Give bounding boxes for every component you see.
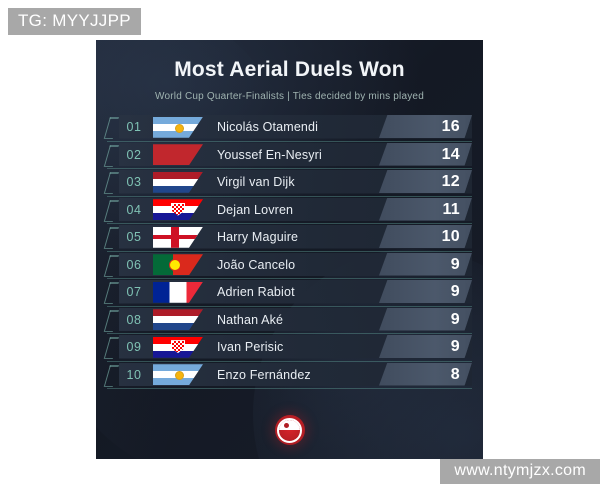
value-panel (379, 362, 472, 386)
flag-netherlands-icon (153, 171, 203, 193)
value-panel (379, 225, 472, 248)
rank-number: 07 (126, 285, 142, 300)
player-name: Ivan Perisic (217, 340, 284, 355)
rank-number: 10 (126, 367, 142, 382)
rank-number: 01 (126, 120, 142, 135)
flag-argentina-icon (153, 364, 203, 386)
value-panel (379, 142, 472, 166)
table-row[interactable]: 07 Adrien Rabiot 9 (103, 279, 472, 307)
table-row[interactable]: 08 Nathan Aké 9 (103, 307, 472, 334)
rank-number: 06 (126, 257, 142, 272)
page-subtitle: World Cup Quarter-Finalists | Ties decid… (155, 91, 424, 102)
player-name: Adrien Rabiot (217, 285, 295, 300)
duels-won-value: 9 (450, 283, 460, 300)
player-name: Dejan Lovren (217, 202, 294, 217)
croatia-crest-icon (171, 202, 185, 216)
value-panel (379, 115, 472, 138)
duels-won-value: 11 (442, 200, 460, 218)
flag-argentina-icon (153, 116, 203, 138)
player-name: Youssef En-Nesyri (217, 147, 322, 162)
value-panel (379, 280, 472, 303)
player-name: Nathan Aké (217, 312, 284, 327)
table-row[interactable]: 10 Enzo Fernández 8 (103, 362, 472, 389)
yin-yang-icon (277, 417, 302, 443)
duels-won-value: 10 (441, 228, 460, 245)
value-panel (379, 335, 472, 358)
table-row[interactable]: 06 João Cancelo 9 (103, 252, 472, 279)
telegram-watermark: TG: MYYJJPP (8, 8, 141, 35)
site-watermark: www.ntymjzx.com (440, 459, 600, 484)
duels-won-value: 9 (450, 338, 460, 355)
value-panel (379, 197, 472, 221)
page-title: Most Aerial Duels Won (174, 58, 405, 81)
player-name: Nicolás Otamendi (217, 120, 319, 135)
rank-number: 03 (126, 175, 142, 190)
infographic-card: Most Aerial Duels Won World Cup Quarter-… (96, 40, 483, 459)
duels-won-value: 14 (441, 145, 460, 163)
player-name: João Cancelo (217, 257, 296, 272)
table-row[interactable]: 09 Ivan Perisic 9 (103, 334, 472, 362)
croatia-crest-icon (171, 340, 185, 354)
rank-number: 05 (126, 230, 142, 245)
flag-portugal-icon (153, 254, 203, 276)
duels-won-value: 8 (450, 365, 460, 383)
player-name: Harry Maguire (217, 230, 299, 245)
card-header: Most Aerial Duels Won World Cup Quarter-… (96, 40, 483, 102)
table-row[interactable]: 02 Youssef En-Nesyri 14 (103, 142, 472, 169)
player-name: Enzo Fernández (217, 367, 311, 382)
duels-won-value: 9 (450, 255, 460, 273)
duels-won-value: 12 (441, 173, 460, 190)
flag-netherlands-icon (153, 309, 203, 331)
duels-won-value: 16 (441, 118, 460, 135)
flag-morocco-icon (153, 144, 203, 166)
value-panel (379, 252, 472, 276)
rank-number: 09 (126, 340, 142, 355)
brand-logo-icon (274, 415, 305, 445)
table-row[interactable]: 03 Virgil van Dijk 12 (103, 169, 472, 197)
flag-croatia-icon (153, 336, 203, 358)
flag-croatia-icon (153, 199, 203, 221)
flag-france-icon (153, 281, 203, 303)
rank-number: 02 (126, 147, 142, 162)
card-background (96, 40, 483, 459)
duels-won-value: 9 (450, 310, 460, 328)
ranking-list: 01 Nicolás Otamendi 16 02 Youssef En-Nesyri 1… (96, 114, 483, 389)
player-name: Virgil van Dijk (217, 175, 295, 190)
table-row[interactable]: 04 Dejan Lovren 11 (103, 197, 472, 224)
value-panel (379, 170, 472, 193)
value-panel (379, 307, 472, 331)
flag-england-icon (153, 226, 203, 248)
footer-logo-wrap (96, 415, 483, 445)
table-row[interactable]: 05 Harry Maguire 10 (103, 224, 472, 252)
rank-number: 04 (126, 202, 142, 217)
table-row[interactable]: 01 Nicolás Otamendi 16 (103, 114, 472, 142)
rank-number: 08 (126, 312, 142, 327)
